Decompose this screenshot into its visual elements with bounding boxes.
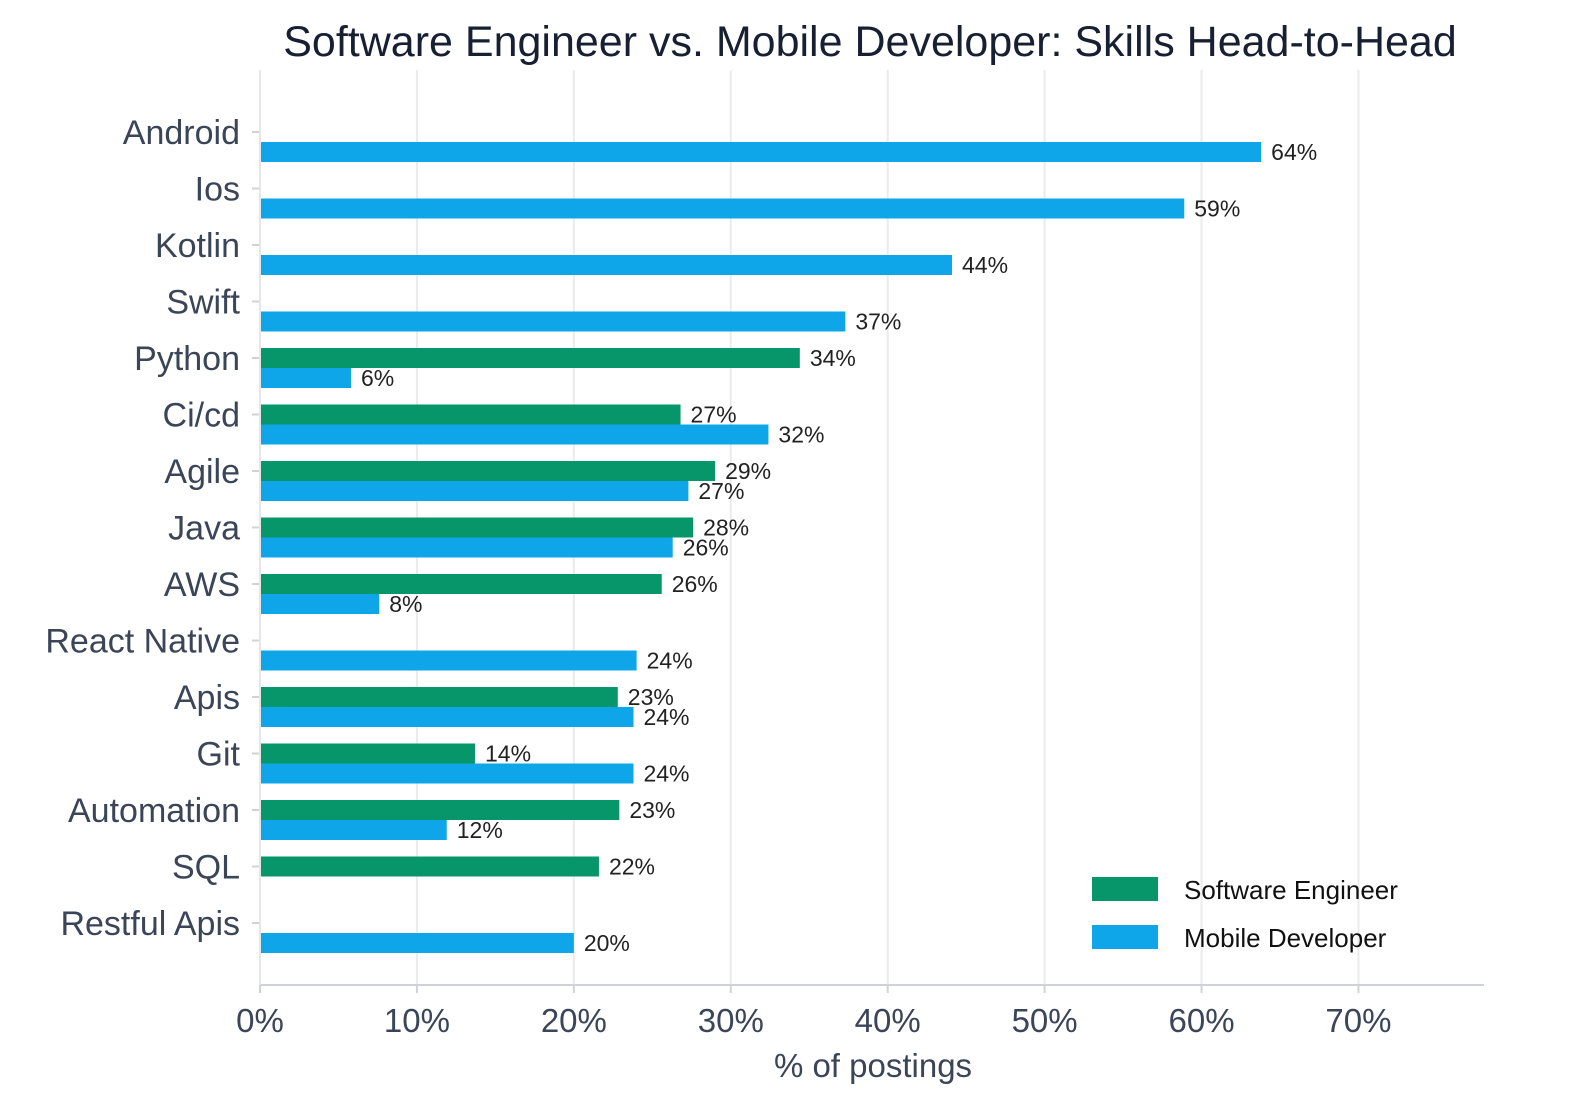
category-label: Ios — [195, 171, 240, 209]
data-label: 26% — [672, 571, 718, 597]
bar-mobile-developer — [260, 933, 574, 953]
category-label: Agile — [164, 453, 240, 491]
category-label: Git — [197, 736, 241, 774]
category-label: Automation — [68, 792, 240, 830]
bar-software-engineer — [260, 348, 800, 368]
data-label: 59% — [1194, 196, 1240, 222]
category-label: SQL — [172, 849, 240, 887]
x-tick-label: 70% — [1325, 1002, 1391, 1039]
category-label: Restful Apis — [60, 905, 240, 943]
data-label: 20% — [584, 930, 630, 956]
bar-software-engineer — [260, 404, 681, 425]
legend-swatch — [1092, 925, 1158, 949]
category-label: Apis — [174, 679, 240, 717]
x-tick-label: 40% — [855, 1002, 921, 1039]
bar-software-engineer — [260, 743, 475, 764]
x-tick-label: 0% — [236, 1002, 284, 1039]
bar-mobile-developer — [260, 481, 689, 501]
bar-software-engineer — [260, 687, 618, 707]
x-axis-title: % of postings — [774, 1047, 972, 1084]
x-tick-label: 60% — [1169, 1002, 1235, 1039]
data-label: 28% — [703, 515, 749, 541]
bars — [260, 142, 1262, 953]
data-label: 12% — [457, 817, 503, 843]
category-label: React Native — [45, 623, 240, 661]
data-label: 32% — [778, 422, 824, 448]
data-label: 22% — [609, 854, 655, 880]
bar-mobile-developer — [260, 142, 1262, 162]
bar-software-engineer — [260, 574, 662, 594]
data-label: 14% — [485, 741, 531, 767]
bar-mobile-developer — [260, 424, 769, 445]
bar-mobile-developer — [260, 255, 953, 275]
legend-label: Software Engineer — [1184, 875, 1398, 905]
category-label: Python — [134, 340, 240, 378]
data-label: 24% — [647, 648, 693, 674]
x-axis: 0% 10% 20% 30% 40% 50% 60% 70% — [236, 70, 1484, 1039]
data-label: 26% — [683, 535, 729, 561]
bar-mobile-developer — [260, 820, 447, 840]
bar-mobile-developer — [260, 763, 634, 784]
data-label: 44% — [962, 252, 1008, 278]
x-tick-label: 50% — [1012, 1002, 1078, 1039]
bar-mobile-developer — [260, 198, 1185, 219]
bar-mobile-developer — [260, 311, 846, 332]
data-label: 8% — [389, 591, 422, 617]
bar-software-engineer — [260, 461, 716, 481]
bar-software-engineer — [260, 856, 599, 877]
data-label: 27% — [691, 402, 737, 428]
category-label: AWS — [164, 566, 240, 604]
bar-mobile-developer — [260, 368, 352, 388]
data-label: 34% — [810, 345, 856, 371]
legend-swatch — [1092, 877, 1158, 901]
category-label: Swift — [166, 284, 240, 322]
bar-software-engineer — [260, 517, 694, 538]
bar-software-engineer — [260, 800, 620, 820]
category-label: Ci/cd — [163, 397, 240, 435]
data-label: 37% — [855, 309, 901, 335]
value-labels: 34%27%29%28%26%23%14%23%22%64%59%44%37%6… — [361, 139, 1317, 956]
category-labels: Android Ios Kotlin Swift Python Ci/cd Agile Jav… — [45, 114, 260, 943]
x-tick-label: 20% — [541, 1002, 607, 1039]
legend-label: Mobile Developer — [1184, 923, 1387, 953]
category-label: Android — [123, 114, 240, 152]
legend: Software Engineer Mobile Developer — [1092, 875, 1398, 953]
data-label: 27% — [698, 478, 744, 504]
data-label: 23% — [629, 797, 675, 823]
data-label: 24% — [643, 761, 689, 787]
category-label: Java — [168, 510, 240, 548]
chart-title: Software Engineer vs. Mobile Developer: … — [283, 18, 1457, 66]
bar-mobile-developer — [260, 594, 380, 614]
data-label: 64% — [1271, 139, 1317, 165]
bar-mobile-developer — [260, 707, 634, 727]
category-label: Kotlin — [155, 227, 240, 265]
x-tick-label: 30% — [698, 1002, 764, 1039]
x-tick-label: 10% — [384, 1002, 450, 1039]
data-label: 29% — [725, 458, 771, 484]
bar-mobile-developer — [260, 650, 637, 671]
data-label: 6% — [361, 365, 394, 391]
data-label: 24% — [643, 704, 689, 730]
data-label: 23% — [628, 684, 674, 710]
bar-mobile-developer — [260, 537, 673, 558]
